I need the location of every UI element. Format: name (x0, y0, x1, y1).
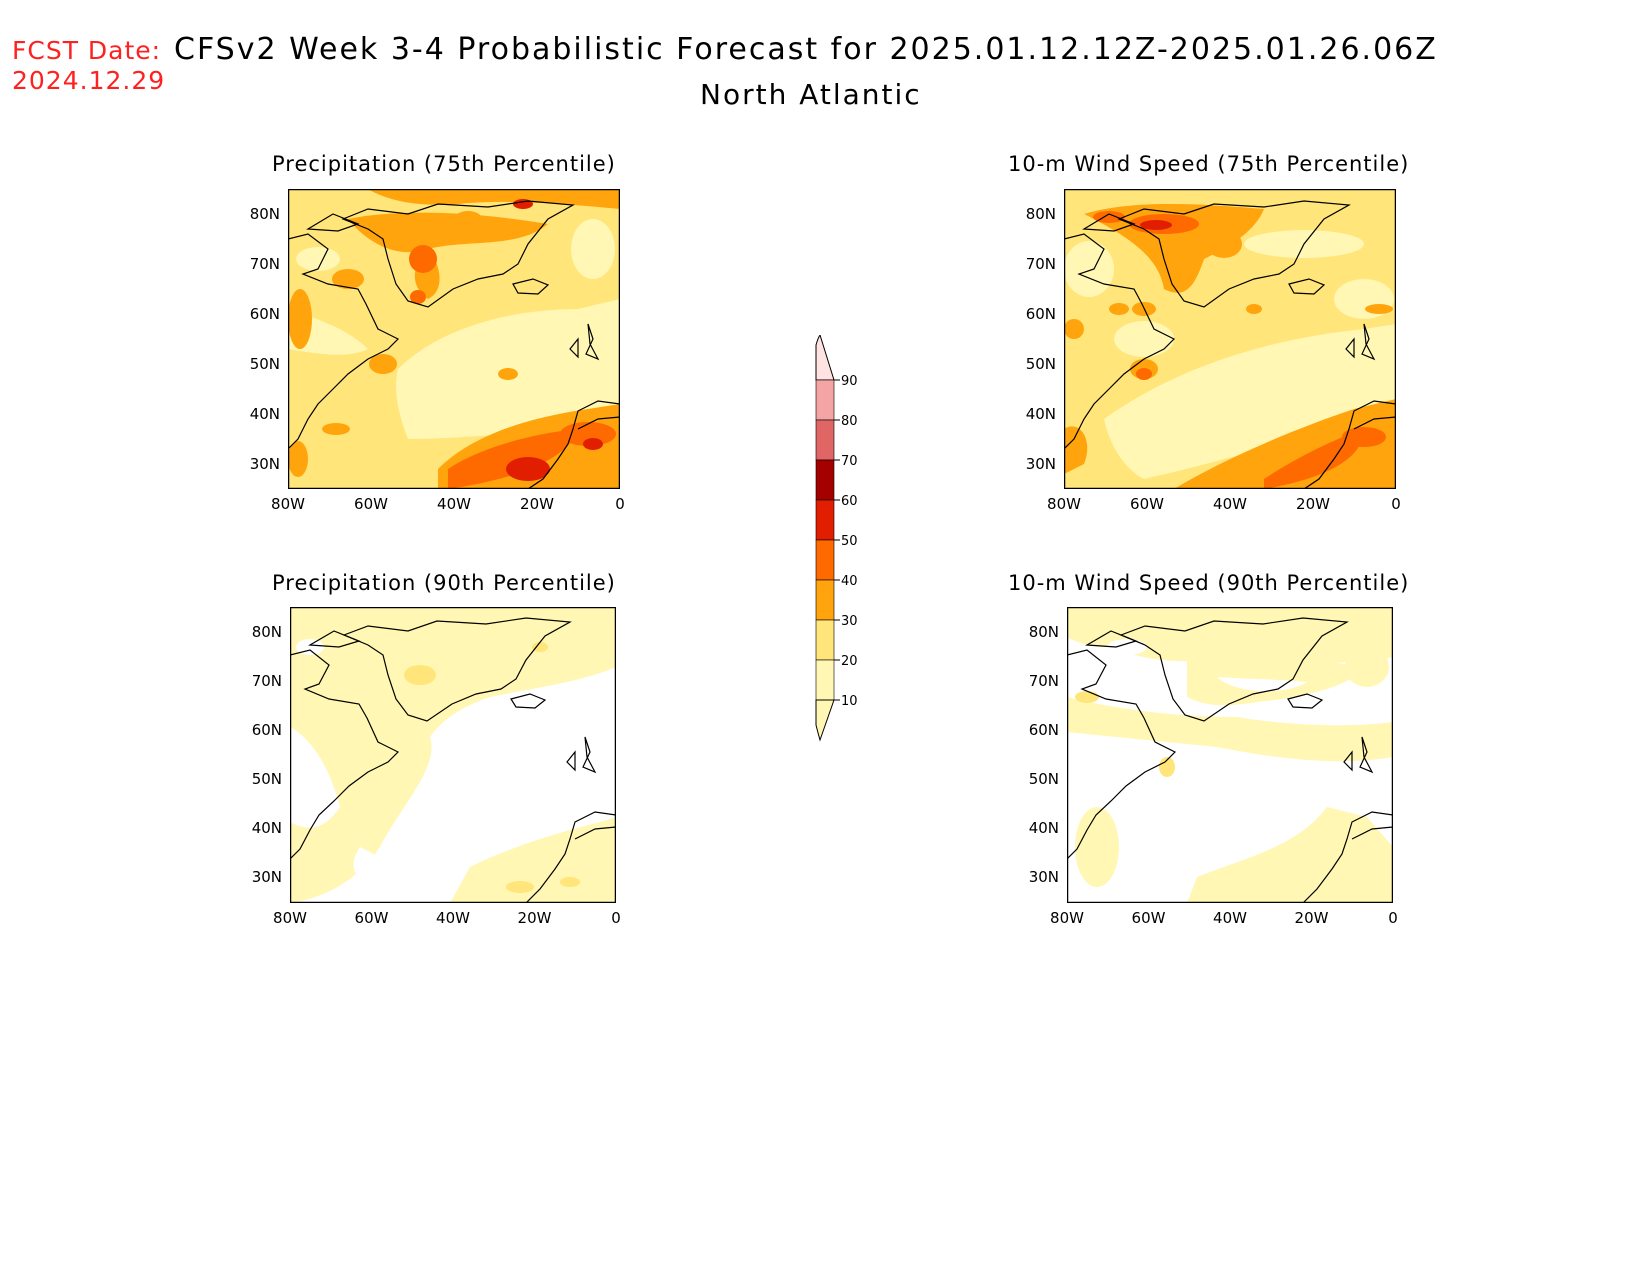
colorbar-label: 90 (841, 374, 858, 389)
lat-tick-label: 50N (1028, 770, 1059, 788)
colorbar-top-triangle (815, 335, 835, 381)
colorbar-box-c30 (815, 579, 835, 621)
lon-tick-label: 0 (1391, 495, 1401, 513)
lat-tick-label: 40N (1025, 405, 1056, 423)
lon-tick-label: 40W (1213, 909, 1247, 927)
lat-tick-label: 60N (1025, 305, 1056, 323)
colorbar-box-c20 (815, 619, 835, 661)
colorbar: 90 80 70 60 50 40 30 20 10 (815, 335, 858, 742)
lat-tick-label: 80N (251, 623, 282, 641)
lat-tick-label: 80N (249, 205, 280, 223)
colorbar-box-c50 (815, 499, 835, 541)
lon-tick-label: 20W (517, 909, 552, 927)
lon-tick-label: 60W (354, 495, 388, 513)
lat-tick-label: 70N (251, 672, 282, 690)
lon-tick-label: 80W (1047, 495, 1081, 513)
colorbar-box-c70 (815, 419, 835, 461)
lat-tick-label: 40N (251, 819, 282, 837)
map-precip90 (290, 607, 616, 903)
colorbar-box-c80 (815, 379, 835, 421)
map-precip75 (288, 189, 620, 489)
lon-tick-label: 0 (615, 495, 625, 513)
lat-tick-label: 80N (1028, 623, 1059, 641)
lat-tick-label: 40N (249, 405, 280, 423)
lat-tick-label: 50N (249, 355, 280, 373)
lat-tick-label: 60N (1028, 721, 1059, 739)
map-wind75 (1064, 189, 1396, 489)
lat-tick-label: 80N (1025, 205, 1056, 223)
lon-tick-label: 0 (611, 909, 621, 927)
colorbar-label: 10 (841, 694, 858, 709)
lon-tick-label: 20W (1296, 495, 1330, 513)
lon-tick-label: 60W (1131, 909, 1166, 927)
lon-tick-label: 20W (1294, 909, 1329, 927)
lat-tick-label: 50N (1025, 355, 1056, 373)
colorbar-label: 30 (841, 614, 858, 629)
lon-tick-label: 60W (354, 909, 389, 927)
lat-tick-label: 30N (1028, 868, 1059, 886)
panel-title-precip75: Precipitation (75th Percentile) (272, 152, 616, 176)
panel-title-wind90: 10-m Wind Speed (90th Percentile) (1008, 571, 1410, 595)
lon-tick-label: 40W (436, 909, 470, 927)
colorbar-box-c40 (815, 539, 835, 581)
lon-tick-label: 40W (1213, 495, 1247, 513)
lon-tick-label: 40W (437, 495, 471, 513)
lat-tick-label: 70N (1028, 672, 1059, 690)
page-title: CFSv2 Week 3-4 Probabilistic Forecast fo… (174, 32, 1438, 67)
lat-tick-label: 70N (1025, 255, 1056, 273)
map-wind90 (1067, 607, 1393, 903)
colorbar-label: 40 (841, 574, 858, 589)
region-subtitle: North Atlantic (700, 78, 922, 111)
colorbar-label: 60 (841, 494, 858, 509)
lon-tick-label: 60W (1130, 495, 1164, 513)
colorbar-label: 70 (841, 454, 858, 469)
lat-tick-label: 50N (251, 770, 282, 788)
colorbar-label: 80 (841, 414, 858, 429)
colorbar-box-c60 (815, 459, 835, 501)
lat-tick-label: 30N (1025, 455, 1056, 473)
lat-tick-label: 60N (249, 305, 280, 323)
lon-tick-label: 80W (273, 909, 307, 927)
lat-tick-label: 40N (1028, 819, 1059, 837)
lon-tick-label: 0 (1388, 909, 1398, 927)
colorbar-label: 20 (841, 654, 858, 669)
lon-tick-label: 20W (520, 495, 554, 513)
colorbar-label: 50 (841, 534, 858, 549)
panel-title-precip90: Precipitation (90th Percentile) (272, 571, 616, 595)
lat-tick-label: 30N (251, 868, 282, 886)
lon-tick-label: 80W (271, 495, 305, 513)
lon-tick-label: 80W (1050, 909, 1084, 927)
lat-tick-label: 30N (249, 455, 280, 473)
colorbar-box-c10 (815, 659, 835, 701)
lat-tick-label: 70N (249, 255, 280, 273)
fcst-date-label: FCST Date: (12, 36, 162, 65)
colorbar-bottom-triangle (815, 699, 835, 742)
panel-title-wind75: 10-m Wind Speed (75th Percentile) (1008, 152, 1410, 176)
lat-tick-label: 60N (251, 721, 282, 739)
fcst-date-value: 2024.12.29 (12, 66, 166, 95)
